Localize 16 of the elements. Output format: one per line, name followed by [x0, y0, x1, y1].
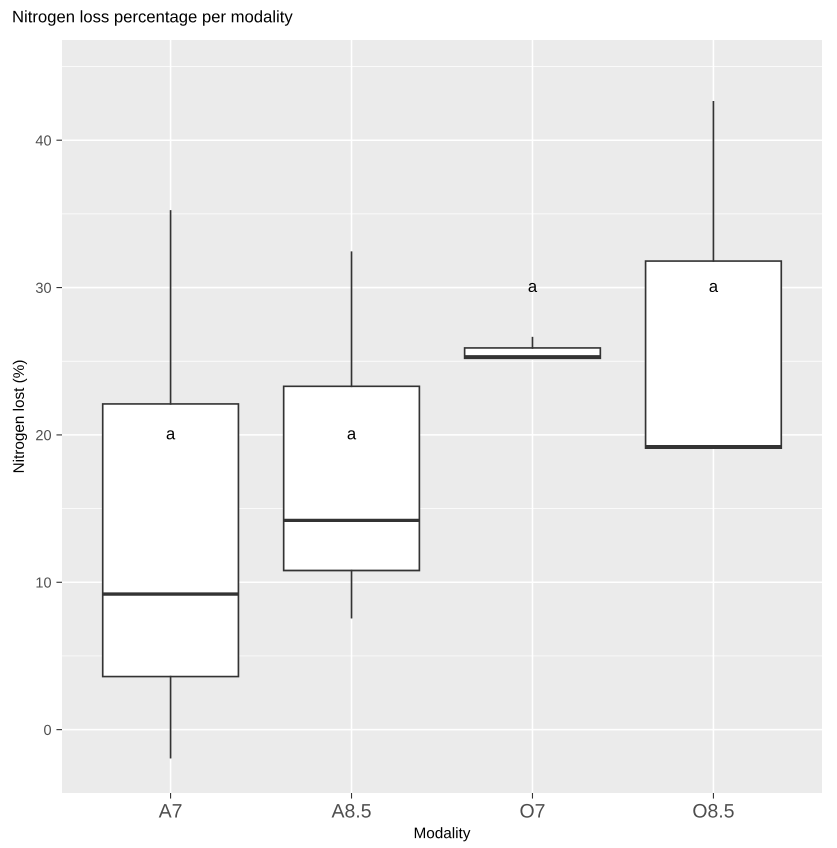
y-tick-label: 30	[36, 282, 52, 293]
chart-title: Nitrogen loss percentage per modality	[13, 10, 293, 26]
annotation: a	[710, 282, 718, 292]
annotation: a	[528, 282, 538, 292]
y-tick-label: 0	[44, 724, 52, 736]
x-axis-title: Modality	[414, 827, 470, 842]
x-tick-label: O7	[520, 804, 544, 818]
y-tick-label: 20	[36, 430, 52, 440]
x-tick-label: O8.5	[693, 804, 734, 818]
y-axis-title: Nitrogen lost (%)	[12, 360, 28, 472]
x-tick-label: A8.5	[332, 804, 371, 818]
y-tick-label: 10	[36, 577, 52, 588]
y-tick-label: 40	[36, 135, 52, 146]
annotation: a	[166, 430, 176, 440]
annotation: a	[348, 430, 356, 440]
x-tick-label: A7	[158, 804, 182, 818]
